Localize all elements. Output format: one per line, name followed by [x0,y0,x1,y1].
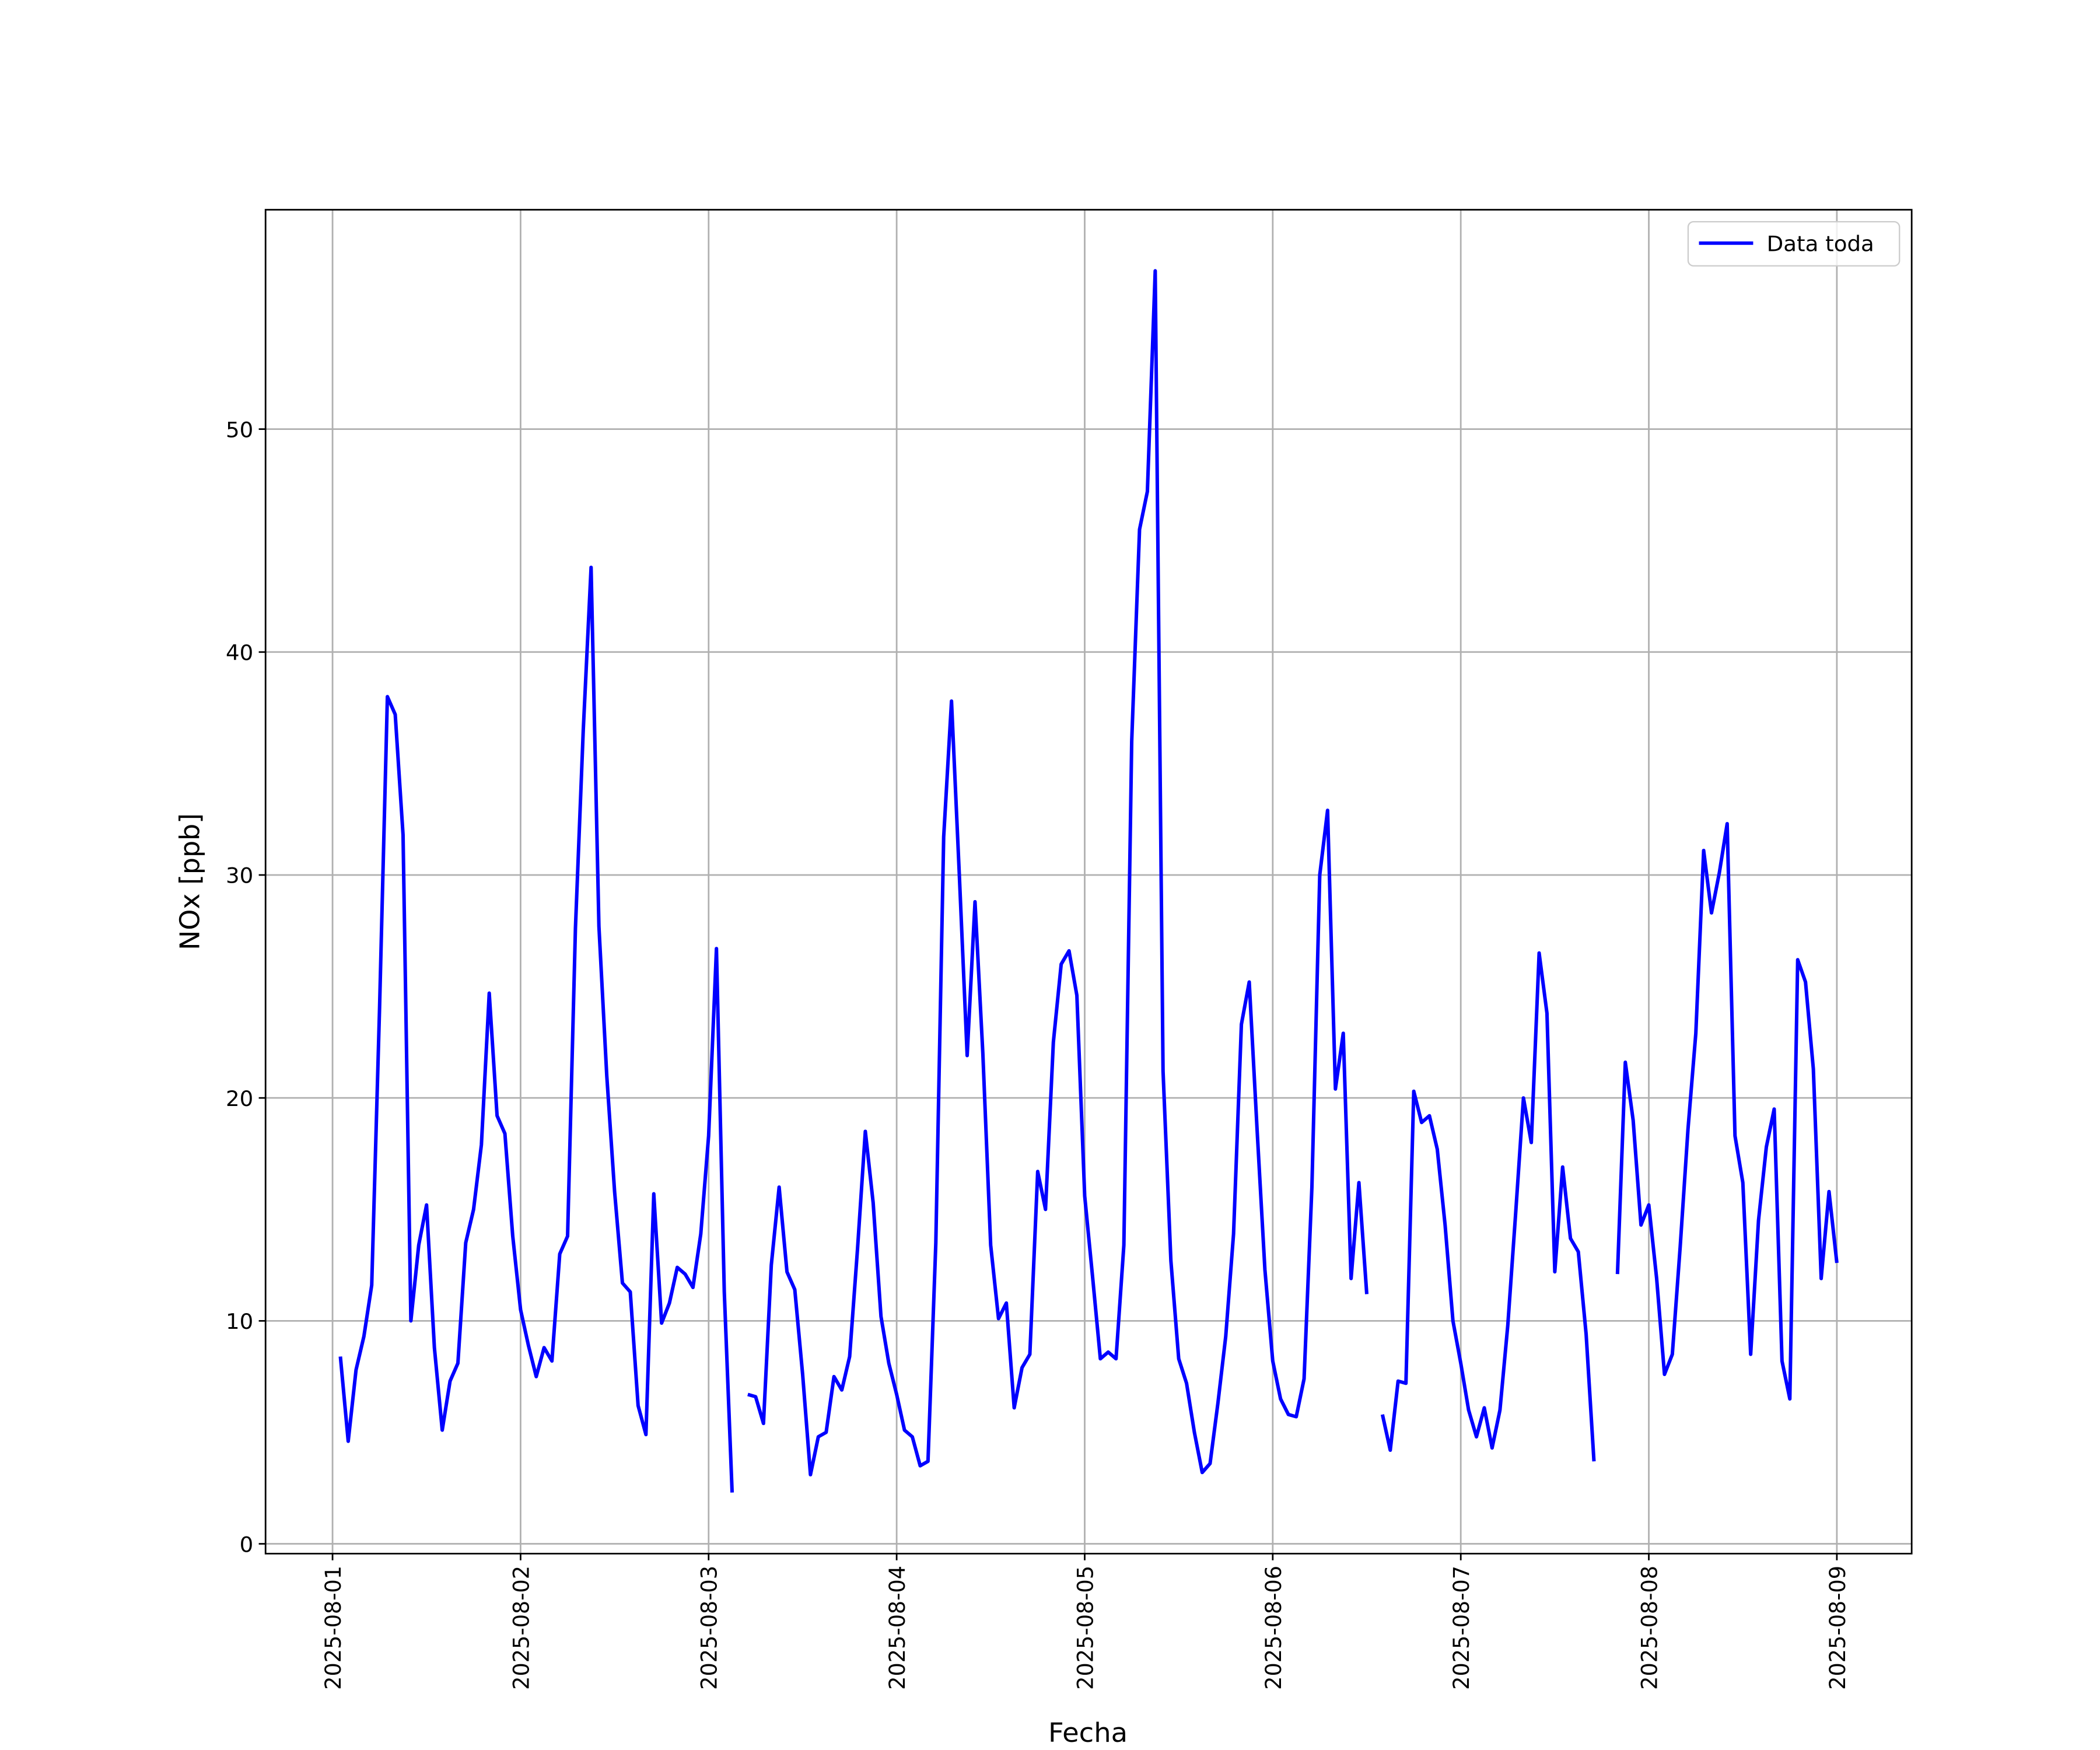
ticks: 0 10 20 30 40 50 2025-08-01 2025-08-02 2025-08-0… [226,418,1850,1690]
x-axis-label: Fecha [1048,1717,1128,1749]
x-tick-label: 2025-08-08 [1637,1566,1662,1690]
y-tick-label: 20 [226,1086,253,1111]
legend-label: Data toda [1767,232,1874,257]
x-tick-label: 2025-08-05 [1073,1566,1098,1690]
x-tick-label: 2025-08-02 [509,1566,534,1690]
y-tick-label: 0 [240,1532,254,1558]
y-tick-label: 40 [226,640,253,666]
x-tick-label: 2025-08-01 [321,1566,346,1690]
x-tick-label: 2025-08-03 [696,1566,722,1690]
plot-area [338,269,1839,1493]
legend-box [1687,221,1901,267]
y-tick-label: 50 [226,418,253,443]
data-line [338,565,734,1493]
x-tick-label: 2025-08-07 [1449,1566,1474,1690]
x-tick-label: 2025-08-06 [1261,1566,1286,1690]
y-tick-label: 10 [226,1309,253,1334]
legend: Data toda [1687,221,1901,267]
x-tick-label: 2025-08-09 [1825,1566,1850,1690]
data-line [1380,951,1596,1462]
axes-frame [264,209,1913,1555]
y-axis-label: NOx [ppb] [174,813,205,950]
x-tick-label: 2025-08-04 [885,1566,910,1690]
data-line [747,269,1369,1477]
y-tick-label: 30 [226,863,253,888]
grid [265,209,1912,1554]
data-line [1615,822,1839,1401]
